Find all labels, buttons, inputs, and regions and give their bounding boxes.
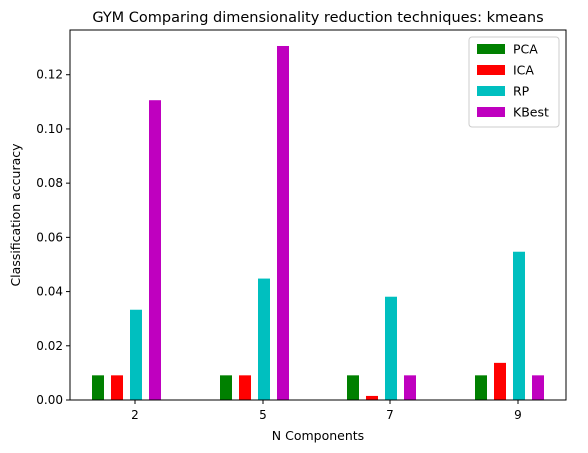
y-axis: 0.00 0.02 0.04 0.06 0.08 0.10 0.12	[36, 68, 70, 407]
bar-pca-5	[220, 375, 232, 400]
chart-title: GYM Comparing dimensionality reduction t…	[92, 10, 543, 26]
legend-swatch-pca	[477, 44, 505, 54]
legend-swatch-ica	[477, 65, 505, 75]
y-tick-label: 0.00	[36, 393, 63, 407]
bar-rp-2	[130, 309, 142, 400]
legend-label-ica: ICA	[513, 63, 534, 78]
y-tick-label: 0.12	[36, 68, 63, 82]
bar-pca-2	[92, 375, 104, 400]
y-tick-label: 0.02	[36, 339, 63, 353]
y-tick-label: 0.04	[36, 285, 63, 299]
bar-ica-2	[111, 375, 123, 400]
x-axis: 2 5 7 9	[131, 400, 522, 422]
legend: PCA ICA RP KBest	[468, 36, 560, 128]
y-tick-label: 0.08	[36, 176, 63, 190]
bar-kbest-2	[149, 100, 161, 400]
plot-frame	[69, 29, 567, 401]
bar-kbest-7	[404, 375, 416, 400]
x-tick-label: 7	[386, 408, 394, 422]
bar-rp-7	[385, 296, 397, 400]
y-tick-label: 0.10	[36, 122, 63, 136]
y-tick-label: 0.06	[36, 230, 63, 244]
bar-pca-9	[475, 375, 487, 400]
bar-rp-9	[513, 251, 525, 400]
bar-ica-5	[239, 375, 251, 400]
legend-swatch-kbest	[477, 107, 505, 117]
legend-label-kbest: KBest	[513, 105, 549, 120]
bar-ica-7	[366, 395, 378, 400]
x-tick-label: 5	[259, 408, 267, 422]
x-axis-label: N Components	[272, 428, 364, 443]
bar-pca-7	[347, 375, 359, 400]
x-tick-label: 2	[131, 408, 139, 422]
legend-swatch-rp	[477, 86, 505, 96]
legend-label-pca: PCA	[513, 42, 538, 57]
bars-group	[92, 45, 544, 400]
bar-kbest-5	[277, 45, 289, 400]
legend-label-rp: RP	[513, 84, 530, 99]
bar-rp-5	[258, 278, 270, 400]
legend-box	[468, 36, 560, 128]
bar-kbest-9	[532, 375, 544, 400]
y-axis-label: Classification accuracy	[8, 143, 23, 287]
bar-ica-9	[494, 362, 506, 400]
x-tick-label: 9	[514, 408, 522, 422]
